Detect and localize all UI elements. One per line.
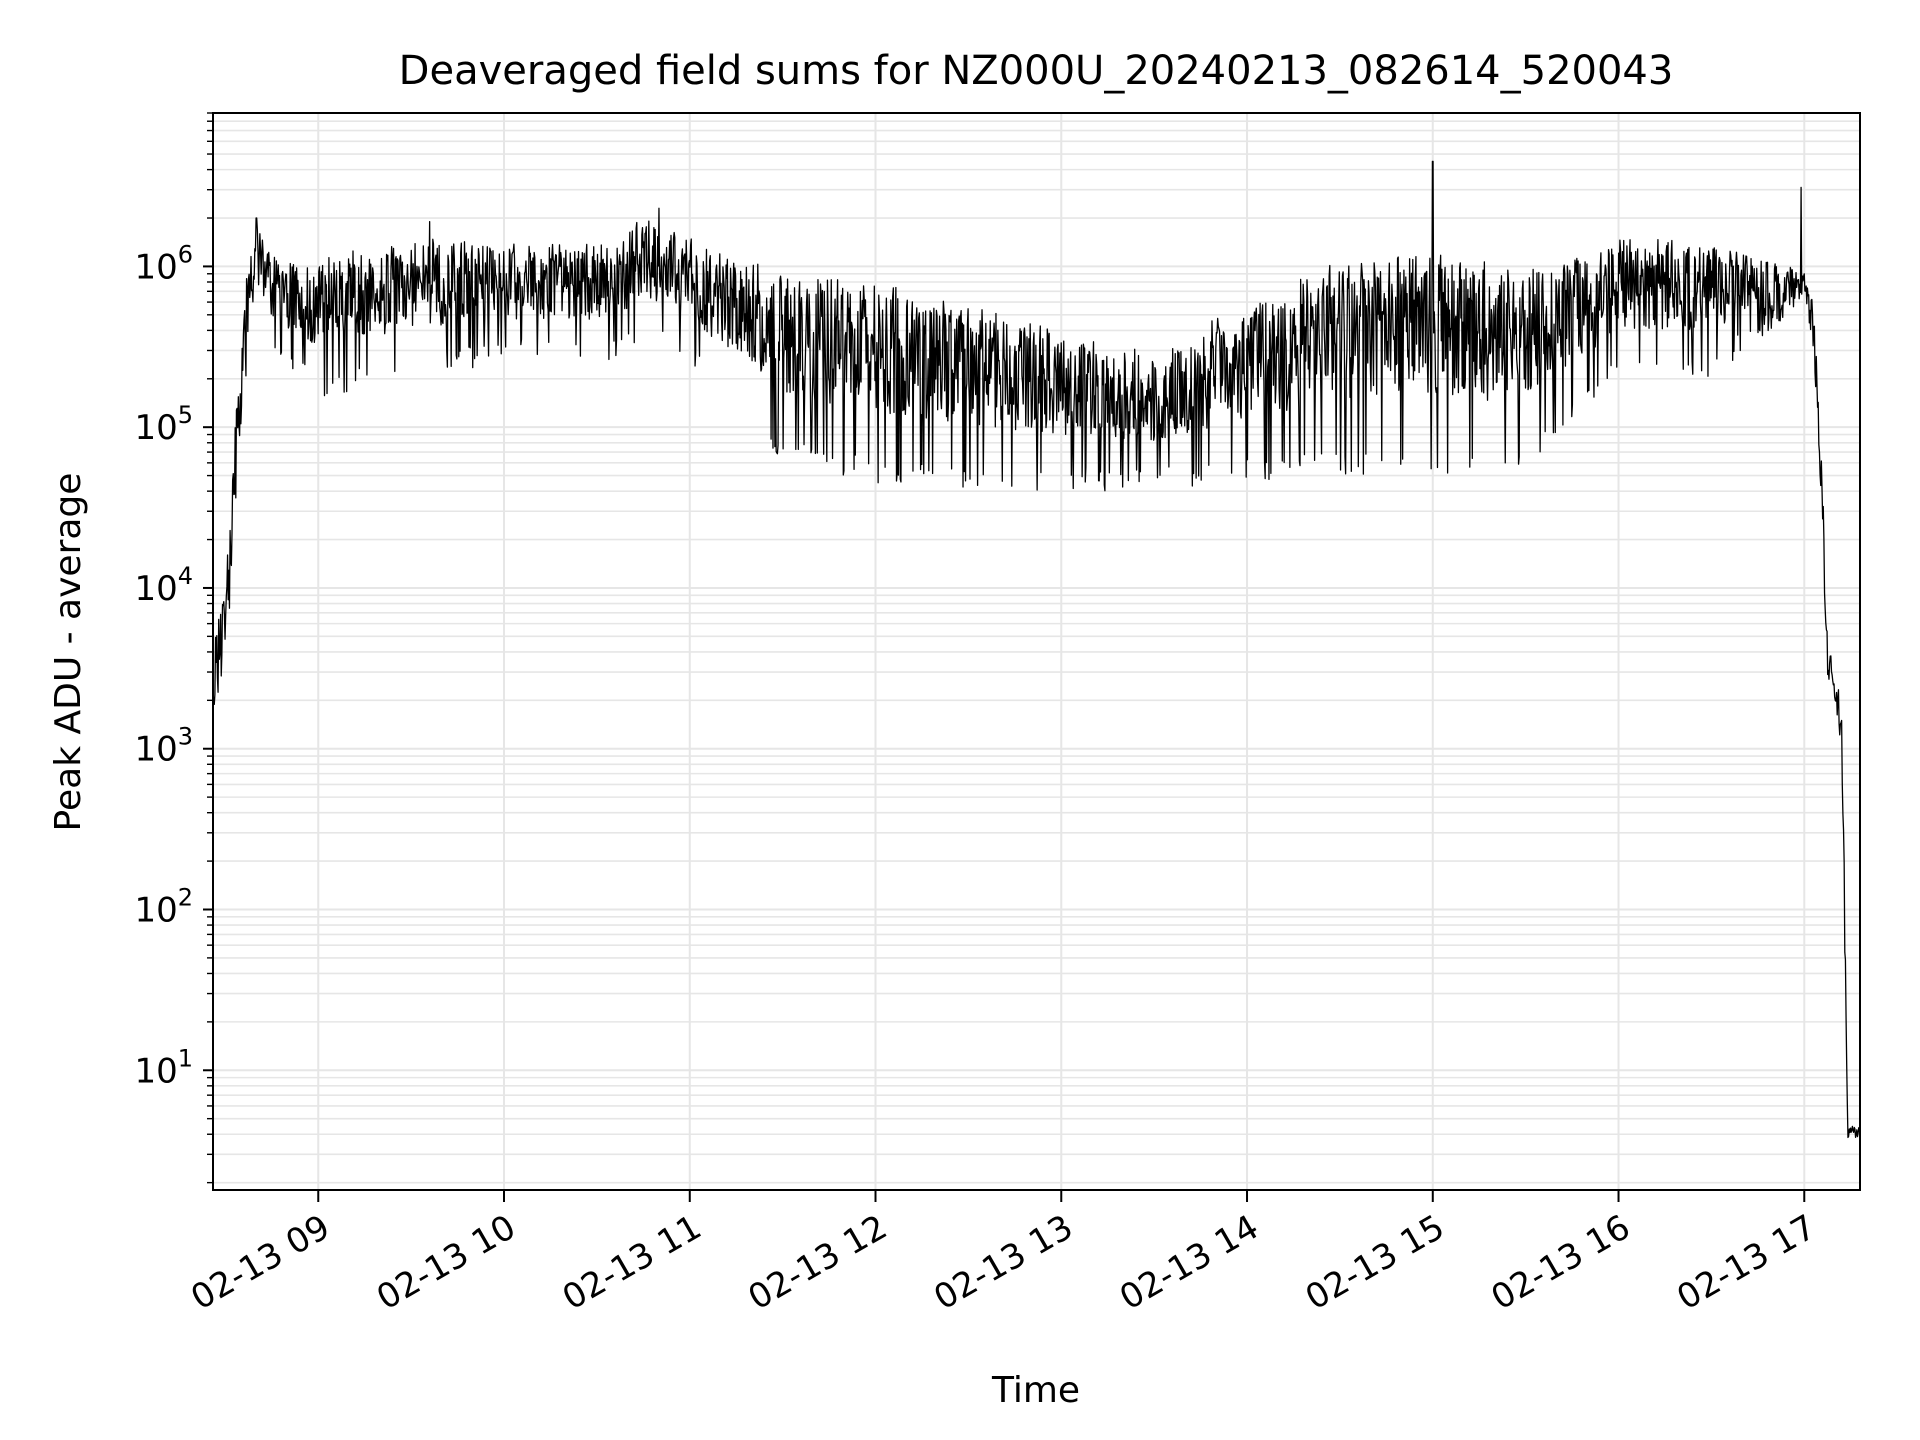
y-tick-label: 105 — [134, 401, 193, 448]
y-tick-label: 106 — [134, 240, 193, 287]
series-path — [212, 160, 1861, 1139]
y-tick-label: 102 — [134, 883, 193, 930]
series-line — [212, 160, 1861, 1139]
y-tick-label: 104 — [134, 562, 193, 609]
x-axis-label: Time — [991, 1370, 1080, 1411]
y-axis: 101 102 103 104 105 106 — [134, 112, 213, 1184]
chart-title: Deaveraged field sums for NZ000U_2024021… — [399, 48, 1674, 94]
grid — [213, 112, 1860, 1190]
y-tick-label: 103 — [134, 723, 193, 770]
y-tick-label: 101 — [134, 1044, 193, 1091]
y-axis-label: Peak ADU - average — [48, 473, 89, 832]
